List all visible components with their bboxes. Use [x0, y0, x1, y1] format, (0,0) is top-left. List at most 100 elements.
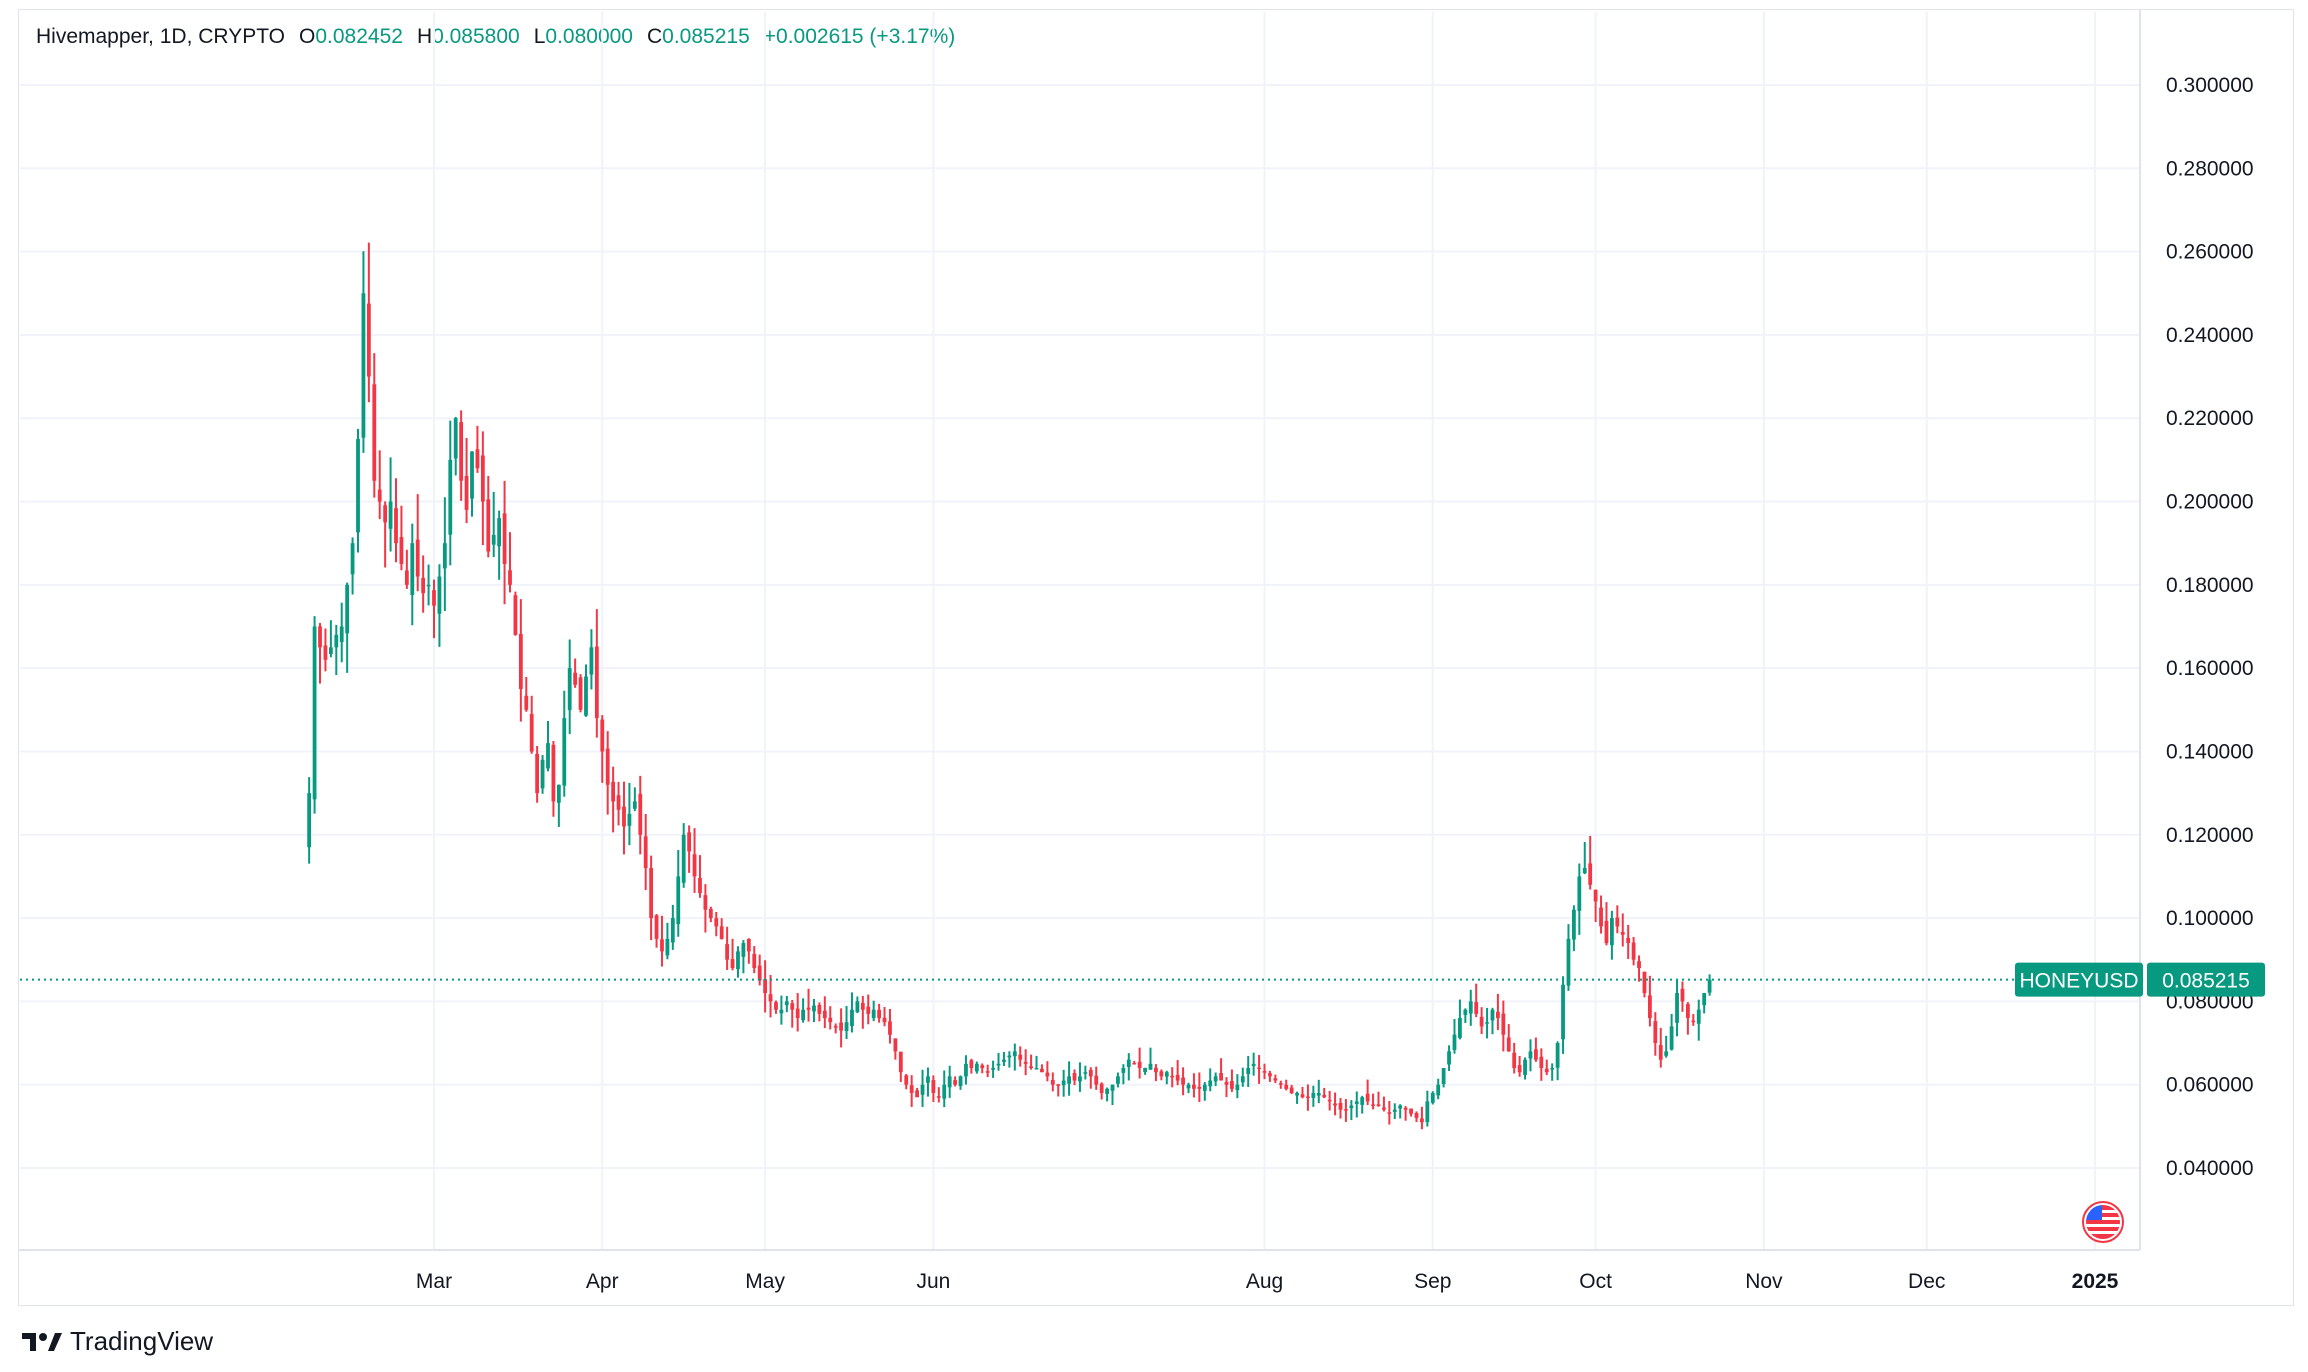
candle [746, 938, 751, 964]
candle-body [958, 1076, 963, 1086]
candle-body [1517, 1065, 1522, 1073]
candle [931, 1075, 936, 1102]
candle [1398, 1104, 1403, 1119]
candle-body [1604, 920, 1609, 944]
candle-body [926, 1076, 930, 1083]
candle-body [850, 1009, 854, 1027]
candle-body [1333, 1103, 1337, 1106]
candle-body [1479, 1016, 1484, 1027]
candle [584, 664, 588, 717]
candle [866, 994, 871, 1025]
candle-body [1170, 1075, 1175, 1078]
candle [491, 491, 496, 558]
tradingview-logo[interactable]: TradingView [22, 1326, 213, 1357]
candle [1593, 889, 1598, 922]
candle [1262, 1063, 1267, 1080]
candle [871, 1000, 876, 1022]
candle-body [1599, 907, 1603, 927]
candle-body [1273, 1078, 1278, 1081]
candle-body [1523, 1059, 1527, 1075]
high-label: H [416, 25, 433, 48]
candle-body [399, 537, 404, 565]
candle [833, 1023, 838, 1034]
candle [741, 940, 746, 974]
candle [377, 450, 382, 520]
candle [1647, 975, 1652, 1027]
candle [936, 1087, 941, 1103]
candle-body [660, 939, 664, 952]
candle [654, 914, 659, 948]
candle-body [437, 576, 442, 614]
candle-body [1528, 1051, 1533, 1059]
tradingview-logo-icon [22, 1332, 62, 1351]
candle-body [404, 570, 409, 585]
candle-body [1126, 1059, 1131, 1067]
y-tick-label: 0.180000 [2166, 574, 2254, 597]
candle-body [339, 626, 344, 643]
candle [388, 457, 393, 552]
candle-body [1083, 1072, 1088, 1074]
candle-body [1192, 1084, 1196, 1089]
candle [432, 579, 436, 639]
candle [822, 996, 827, 1029]
candle [817, 1002, 822, 1022]
candle-body [1300, 1094, 1305, 1098]
candle-body [345, 584, 350, 634]
candle-body [996, 1063, 1001, 1066]
symbol-title[interactable]: Hivemapper, 1D, CRYPTO [36, 25, 285, 48]
candle [464, 437, 469, 524]
candle-body [1436, 1084, 1441, 1096]
candle-body [394, 508, 398, 544]
candle-body [904, 1075, 909, 1085]
last-price-badge: HONEYUSD 0.085215 [2015, 962, 2265, 997]
candle-body [757, 965, 762, 981]
candle [1365, 1079, 1370, 1106]
x-tick-label: Sep [1414, 1270, 1451, 1293]
candle-body [1414, 1113, 1419, 1119]
axes: 0.300000 0.280000 0.260000 0.240000 0.220000… [18, 10, 2254, 1293]
candle [1501, 1000, 1506, 1052]
candle [1523, 1057, 1527, 1080]
candle-body [328, 647, 333, 655]
candle [1360, 1095, 1365, 1114]
open-value: 0.082452 [315, 25, 403, 48]
candle [1159, 1069, 1164, 1081]
candle-body [1420, 1118, 1424, 1123]
candle-body [1116, 1076, 1120, 1084]
candle-body [1154, 1067, 1158, 1073]
candle-body [1371, 1104, 1375, 1106]
candle-body [1034, 1068, 1039, 1070]
candle [611, 766, 616, 833]
candle-body [1219, 1073, 1223, 1081]
candle-body [415, 539, 420, 577]
candle-body [1132, 1063, 1137, 1065]
candle [974, 1061, 979, 1074]
candle-body [1072, 1073, 1077, 1081]
candle [730, 938, 735, 971]
candle [649, 855, 654, 941]
candle [339, 602, 344, 663]
candle [643, 813, 648, 890]
candle [736, 946, 740, 978]
candle [1002, 1052, 1006, 1067]
candle [1414, 1111, 1419, 1123]
us-flag-icon[interactable] [2082, 1201, 2124, 1243]
candle [578, 674, 583, 713]
candle-body [893, 1038, 898, 1052]
low-label: L [533, 25, 546, 48]
candle [839, 1008, 844, 1048]
candle [1403, 1106, 1408, 1121]
candle [1029, 1054, 1033, 1070]
candle [1181, 1067, 1185, 1096]
candle [1083, 1065, 1088, 1080]
candle-body [1224, 1081, 1229, 1085]
candle [670, 904, 675, 950]
candle [1707, 974, 1712, 996]
candle [898, 1051, 903, 1082]
candle-body [524, 695, 529, 710]
candle-body [318, 626, 322, 648]
candle [1555, 1041, 1560, 1081]
y-tick-label: 0.120000 [2166, 824, 2254, 847]
candle-body [1555, 1043, 1560, 1068]
